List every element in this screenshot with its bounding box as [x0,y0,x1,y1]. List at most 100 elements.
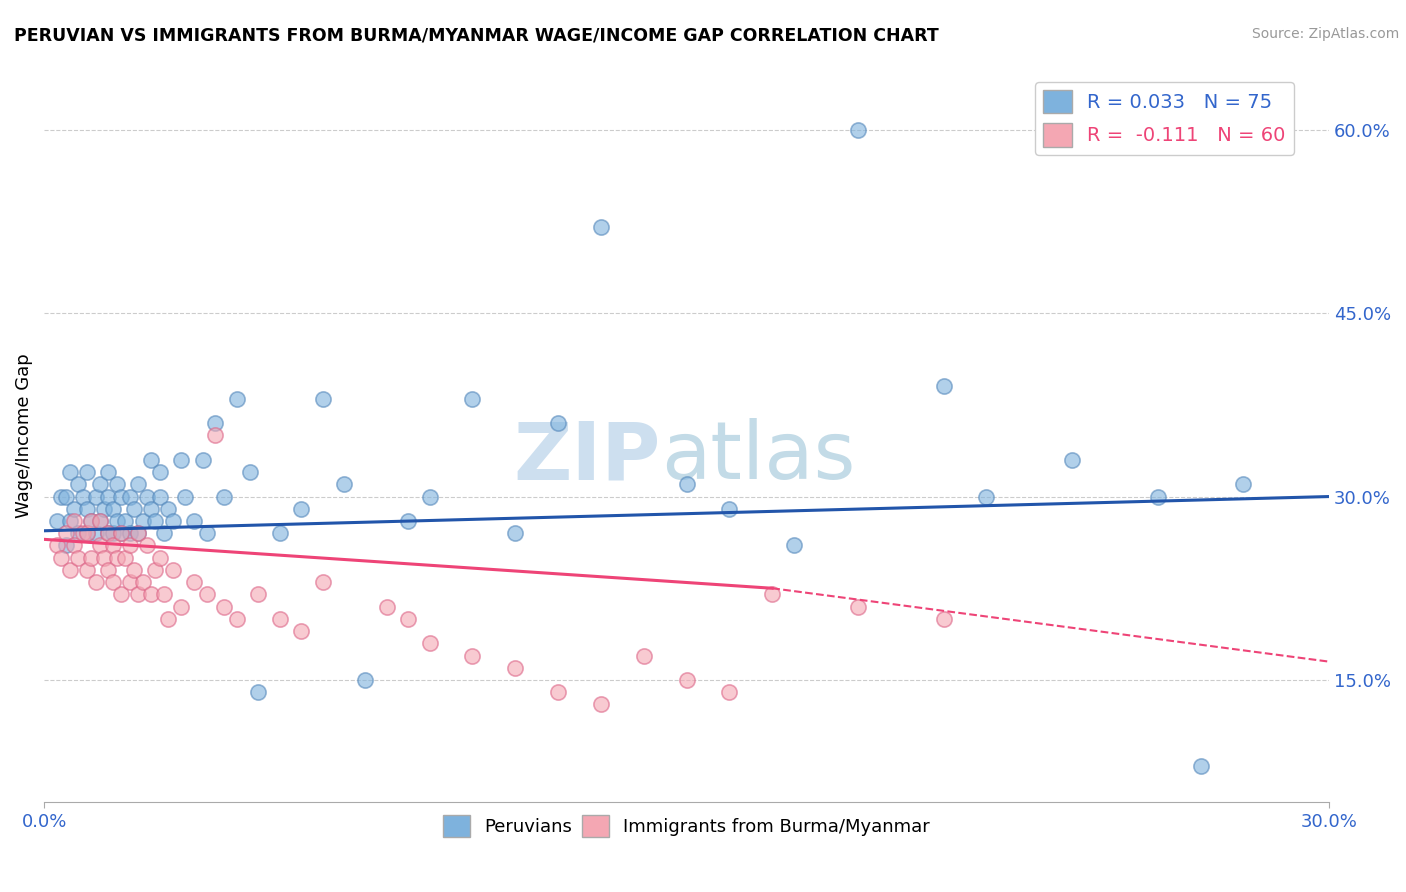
Point [976,490,998,504]
Point [127,526,149,541]
Point [105,514,128,528]
Point [547,416,569,430]
Point [97,563,120,577]
Point [195,587,218,601]
Point [419,636,441,650]
Point [55,526,77,541]
Point [157,612,180,626]
Point [311,575,333,590]
Point [122,501,145,516]
Point [110,490,132,504]
Point [675,477,697,491]
Point [174,490,197,504]
Point [101,526,124,541]
Point [84,575,107,590]
Point [419,490,441,504]
Point [131,575,153,590]
Text: Source: ZipAtlas.com: Source: ZipAtlas.com [1251,27,1399,41]
Point [63,538,86,552]
Point [135,490,157,504]
Point [633,648,655,663]
Point [212,490,235,504]
Point [131,514,153,528]
Text: ZIP: ZIP [513,418,661,497]
Point [1146,490,1168,504]
Point [89,514,111,528]
Point [149,490,172,504]
Point [153,587,176,601]
Point [105,550,128,565]
Point [89,538,111,552]
Point [55,490,77,504]
Point [89,477,111,491]
Point [333,477,356,491]
Point [290,501,312,516]
Point [93,550,115,565]
Point [89,514,111,528]
Point [72,490,94,504]
Point [110,526,132,541]
Point [170,599,193,614]
Point [51,490,73,504]
Point [76,526,98,541]
Point [76,501,98,516]
Point [149,550,172,565]
Point [63,501,86,516]
Point [51,550,73,565]
Point [269,526,291,541]
Point [239,465,262,479]
Point [589,220,612,235]
Point [97,490,120,504]
Point [101,538,124,552]
Point [105,477,128,491]
Point [67,550,90,565]
Point [59,563,82,577]
Point [932,612,955,626]
Point [290,624,312,638]
Point [118,490,141,504]
Point [503,526,526,541]
Point [718,685,741,699]
Point [76,465,98,479]
Point [118,526,141,541]
Point [589,698,612,712]
Point [396,514,419,528]
Point [1189,758,1212,772]
Point [141,587,163,601]
Point [80,514,103,528]
Point [846,122,869,136]
Point [225,612,247,626]
Point [46,514,69,528]
Point [247,685,270,699]
Point [183,575,205,590]
Point [145,514,167,528]
Point [118,575,141,590]
Point [375,599,398,614]
Point [93,501,115,516]
Point [718,501,741,516]
Point [141,501,163,516]
Point [76,526,98,541]
Point [59,465,82,479]
Point [114,550,136,565]
Y-axis label: Wage/Income Gap: Wage/Income Gap [15,353,32,517]
Point [846,599,869,614]
Point [547,685,569,699]
Point [170,453,193,467]
Point [162,563,184,577]
Text: PERUVIAN VS IMMIGRANTS FROM BURMA/MYANMAR WAGE/INCOME GAP CORRELATION CHART: PERUVIAN VS IMMIGRANTS FROM BURMA/MYANMA… [14,27,939,45]
Point [461,648,484,663]
Point [195,526,218,541]
Point [157,501,180,516]
Point [145,563,167,577]
Point [141,453,163,467]
Point [67,526,90,541]
Point [122,563,145,577]
Point [183,514,205,528]
Point [212,599,235,614]
Point [191,453,214,467]
Point [162,514,184,528]
Point [114,514,136,528]
Point [101,575,124,590]
Point [127,587,149,601]
